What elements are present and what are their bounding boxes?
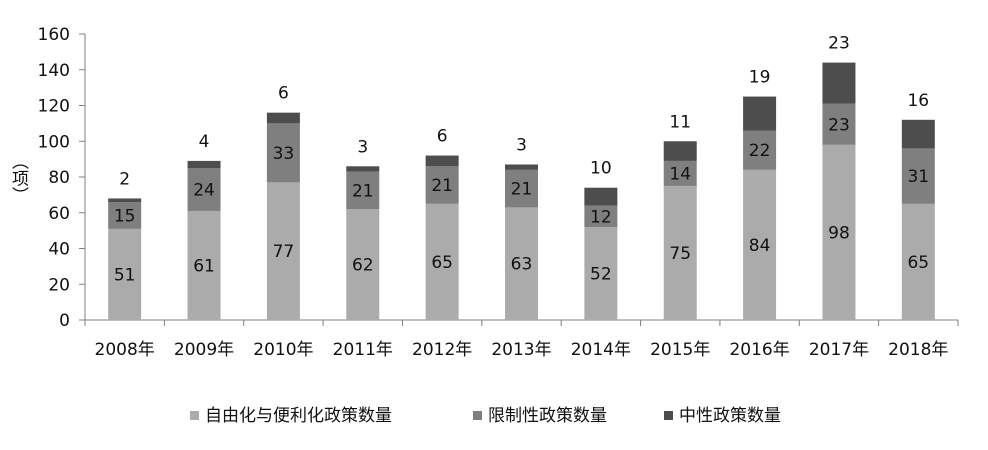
legend-label: 自由化与便利化政策数量 bbox=[205, 406, 392, 426]
y-tick-label: 120 bbox=[38, 97, 70, 117]
x-tick-label: 2014年 bbox=[571, 340, 631, 360]
data-label: 75 bbox=[669, 244, 691, 264]
bar-segment bbox=[663, 141, 697, 161]
legend-label: 中性政策数量 bbox=[679, 406, 781, 426]
data-label: 22 bbox=[749, 141, 771, 161]
bar-segment bbox=[108, 202, 142, 229]
y-tick-label: 80 bbox=[48, 168, 70, 188]
bar-segment bbox=[425, 155, 459, 167]
bar-segment bbox=[663, 160, 697, 186]
data-label: 6 bbox=[278, 84, 289, 104]
data-label: 24 bbox=[193, 181, 215, 201]
bar-segment bbox=[584, 187, 618, 206]
bar-segment bbox=[505, 169, 538, 208]
data-label: 61 bbox=[193, 256, 215, 276]
bar-segment bbox=[266, 182, 300, 320]
bars bbox=[108, 62, 935, 320]
x-tick-label: 2017年 bbox=[809, 340, 869, 360]
data-label: 62 bbox=[352, 256, 374, 276]
data-label: 11 bbox=[669, 112, 691, 132]
legend: 自由化与便利化政策数量 限制性政策数量 中性政策数量 bbox=[190, 406, 781, 426]
data-label: 63 bbox=[511, 255, 533, 275]
bar-segment bbox=[584, 227, 618, 320]
x-tick-label: 2009年 bbox=[174, 340, 234, 360]
data-labels: 51 15 2 61 24 4 77 33 6 62 21 3 65 21 6 63 21 3 52 12 10 75 14… bbox=[114, 34, 929, 286]
data-label: 98 bbox=[828, 223, 850, 243]
data-label: 84 bbox=[749, 236, 771, 256]
x-tick-label: 2016年 bbox=[729, 340, 789, 360]
bar-segment bbox=[187, 168, 221, 211]
data-label: 51 bbox=[114, 265, 136, 285]
bar-segment bbox=[901, 119, 935, 149]
bar-segment bbox=[187, 210, 221, 320]
data-label: 21 bbox=[431, 176, 453, 196]
bar-segment bbox=[822, 103, 856, 145]
y-tick-label: 40 bbox=[48, 240, 70, 260]
bar-segment bbox=[584, 205, 618, 228]
bar-segment bbox=[108, 198, 142, 203]
data-label: 21 bbox=[511, 180, 533, 200]
bar-segment bbox=[346, 171, 380, 210]
data-label: 65 bbox=[431, 253, 453, 273]
legend-swatch bbox=[473, 411, 482, 420]
bar-segment bbox=[505, 207, 538, 320]
data-label: 4 bbox=[199, 132, 210, 152]
data-label: 77 bbox=[273, 242, 295, 262]
x-tick-label: 2018年 bbox=[888, 340, 948, 360]
data-label: 19 bbox=[749, 68, 771, 88]
data-label: 16 bbox=[907, 91, 929, 111]
data-label: 65 bbox=[907, 253, 929, 273]
bar-segment bbox=[822, 144, 856, 320]
legend-swatch bbox=[190, 411, 199, 420]
data-label: 15 bbox=[114, 206, 136, 226]
data-label: 12 bbox=[590, 207, 612, 227]
data-label: 6 bbox=[437, 127, 448, 147]
bar-segment bbox=[346, 209, 380, 320]
data-label: 14 bbox=[669, 164, 691, 184]
y-axis: 0 20 40 60 80 100 120 140 160 bbox=[38, 25, 86, 331]
x-tick-label: 2015年 bbox=[650, 340, 710, 360]
data-label: 21 bbox=[352, 181, 374, 201]
x-tick-label: 2012年 bbox=[412, 340, 472, 360]
data-label: 52 bbox=[590, 265, 612, 285]
bar-segment bbox=[425, 203, 459, 320]
bar-segment bbox=[346, 166, 380, 172]
bar-segment bbox=[266, 112, 300, 124]
legend-swatch bbox=[664, 411, 673, 420]
data-label: 33 bbox=[273, 144, 295, 164]
x-tick-label: 2011年 bbox=[333, 340, 393, 360]
data-label: 2 bbox=[119, 169, 130, 189]
data-label: 23 bbox=[828, 115, 850, 135]
bar-segment bbox=[822, 62, 856, 104]
y-axis-label: （项） bbox=[8, 153, 29, 204]
data-label: 23 bbox=[828, 34, 850, 54]
data-label: 31 bbox=[907, 167, 929, 187]
x-axis: 2008年 2009年 2010年 2011年 2012年 2013年 2014年 2015年… bbox=[84, 319, 959, 360]
bar-segment bbox=[901, 148, 935, 204]
x-tick-label: 2008年 bbox=[95, 340, 155, 360]
y-tick-label: 60 bbox=[48, 204, 70, 224]
bar-segment bbox=[743, 130, 777, 170]
bar-segment bbox=[901, 203, 935, 320]
bar-segment bbox=[108, 228, 142, 320]
y-tick-label: 0 bbox=[59, 311, 70, 331]
data-label: 10 bbox=[590, 159, 612, 179]
bar-segment bbox=[663, 185, 697, 320]
bar-segment bbox=[425, 166, 459, 204]
bar-segment bbox=[743, 96, 777, 131]
data-label: 3 bbox=[357, 137, 368, 157]
legend-label: 限制性政策数量 bbox=[488, 406, 607, 426]
x-tick-label: 2013年 bbox=[491, 340, 551, 360]
y-tick-label: 160 bbox=[38, 25, 70, 45]
bar-segment bbox=[743, 169, 777, 320]
y-tick-label: 140 bbox=[38, 61, 70, 81]
bar-segment bbox=[505, 164, 538, 170]
data-label: 3 bbox=[516, 135, 527, 155]
bar-segment bbox=[266, 123, 300, 183]
y-tick-label: 20 bbox=[48, 275, 70, 295]
y-tick-label: 100 bbox=[38, 132, 70, 152]
x-tick-label: 2010年 bbox=[253, 340, 313, 360]
bar-segment bbox=[187, 160, 221, 169]
